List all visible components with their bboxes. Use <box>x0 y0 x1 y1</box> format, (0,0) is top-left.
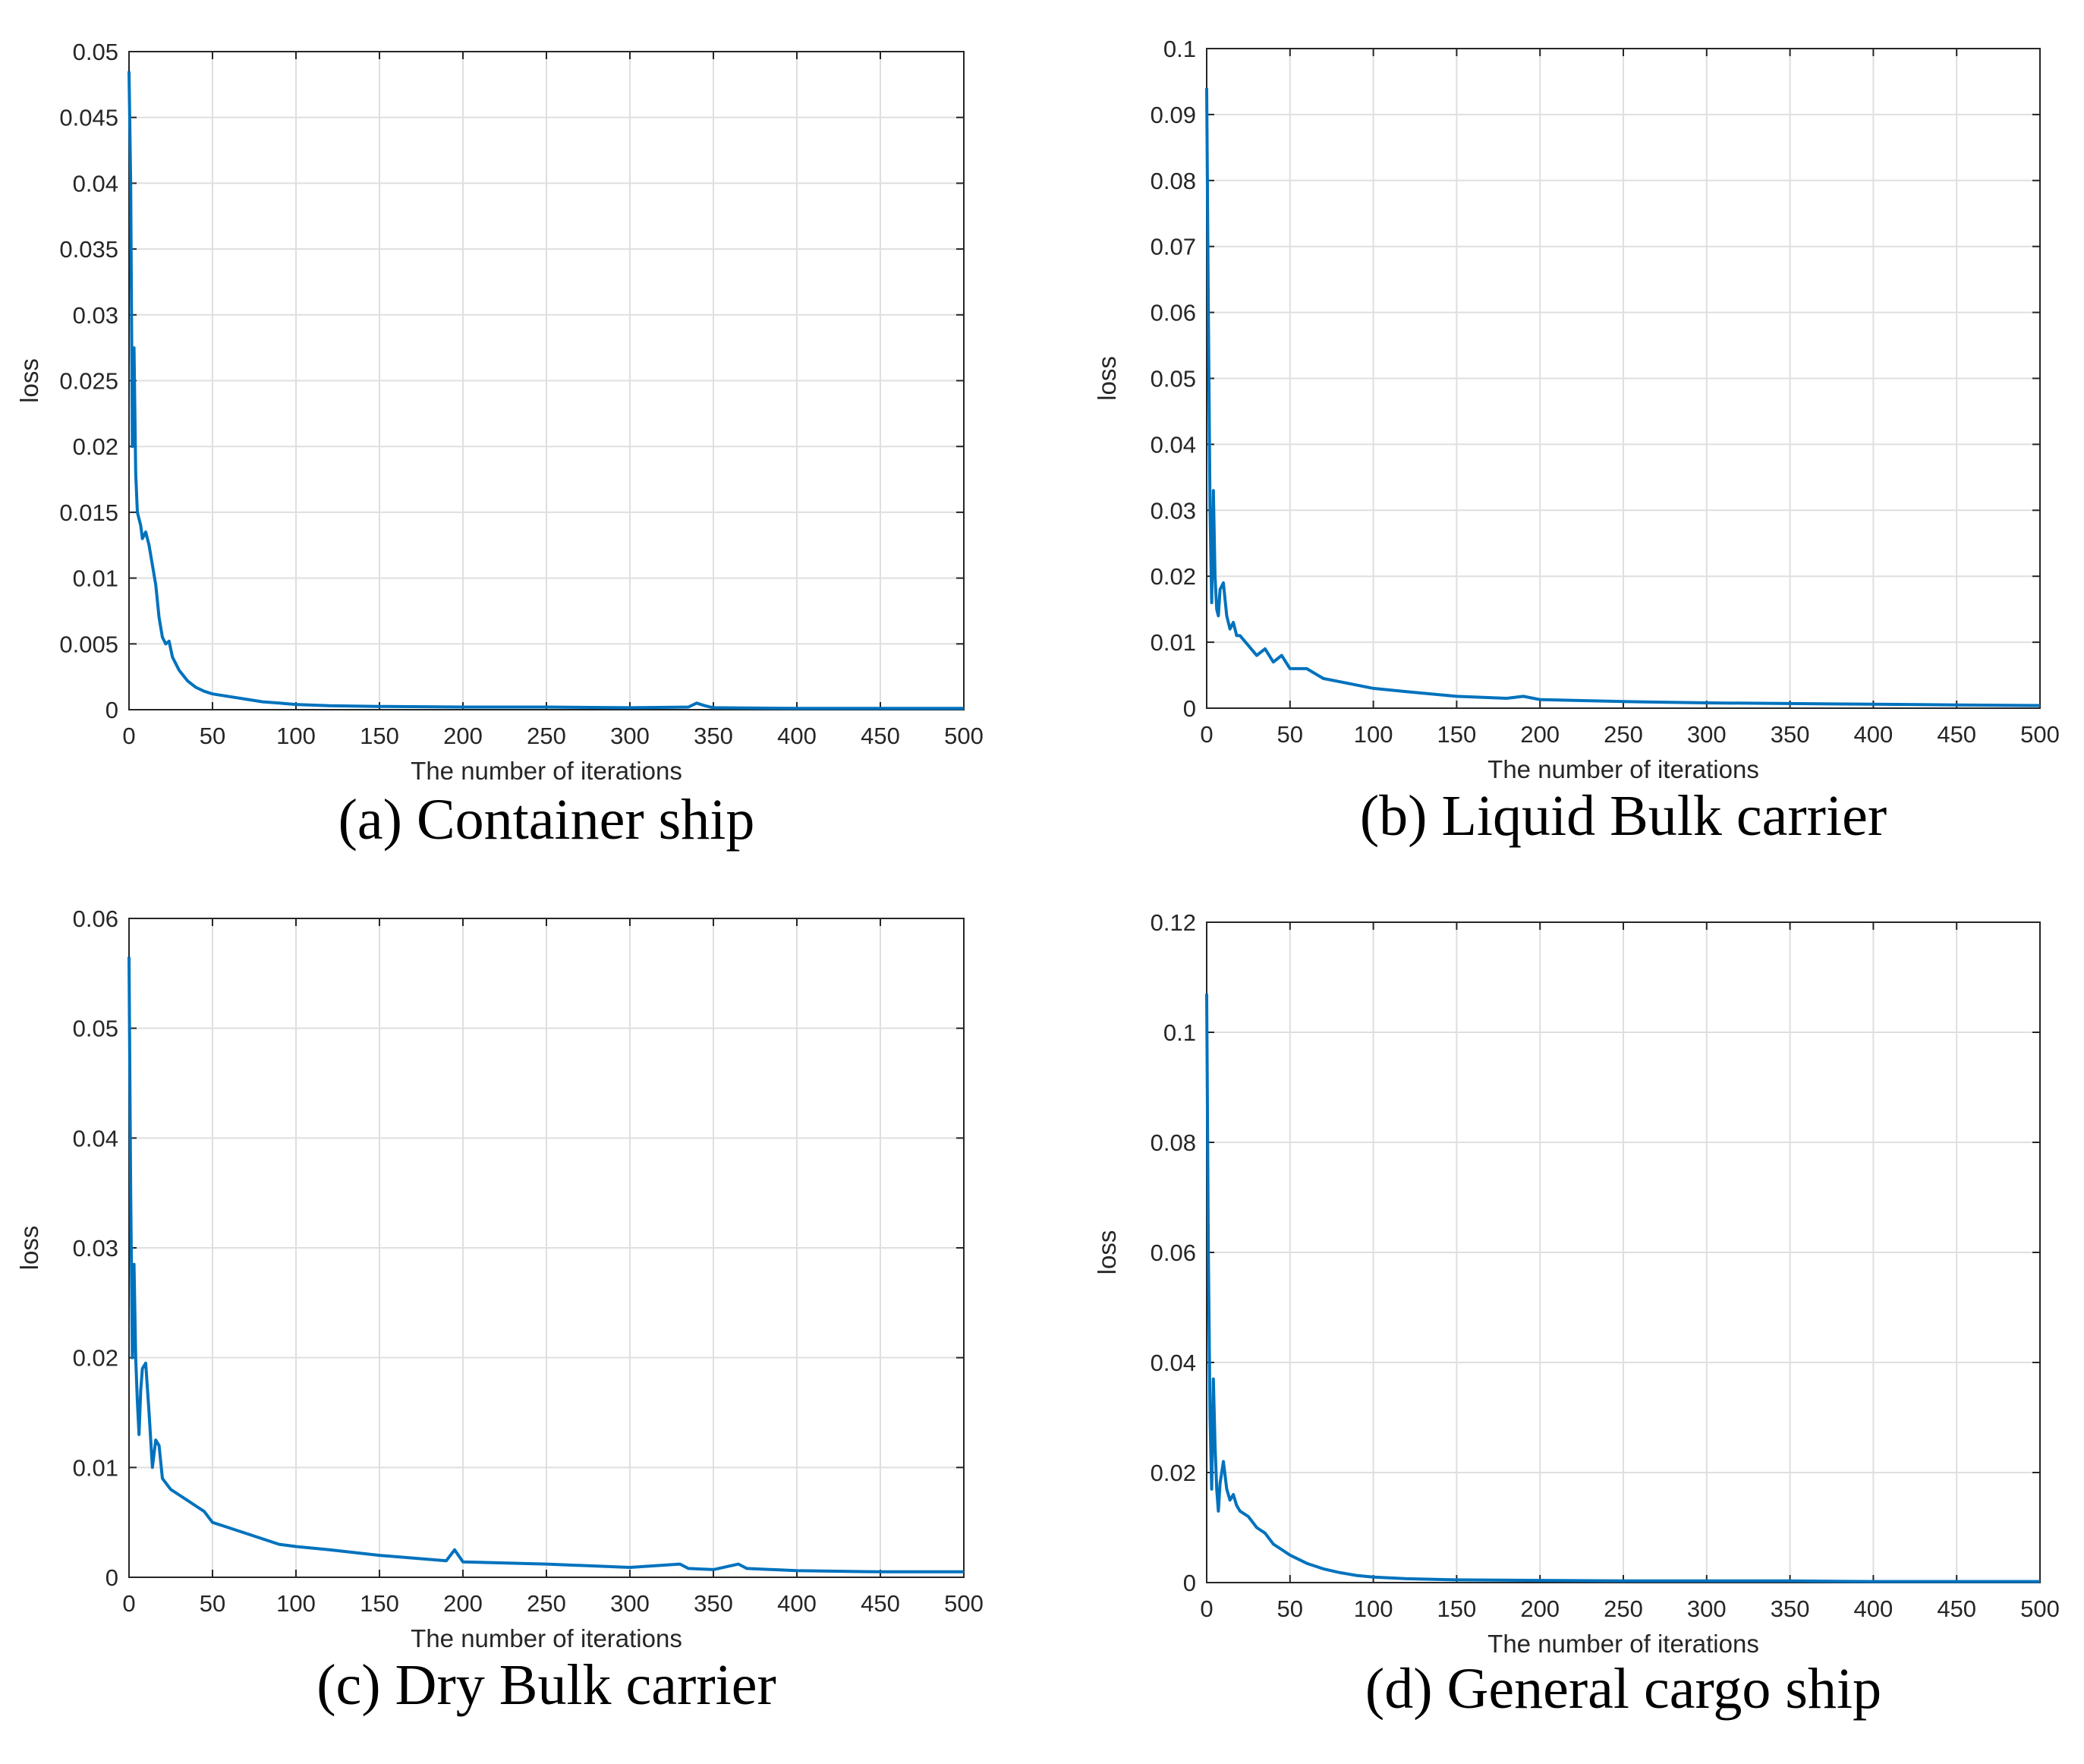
x-tick-label: 0 <box>122 723 135 749</box>
x-tick-label: 250 <box>527 1590 566 1617</box>
x-tick-label: 150 <box>1437 1595 1477 1622</box>
y-tick-label: 0.12 <box>1151 909 1196 936</box>
x-axis-label: The number of iterations <box>411 1624 682 1652</box>
y-tick-label: 0.1 <box>1163 36 1196 62</box>
y-tick-label: 0.01 <box>1151 629 1196 656</box>
x-tick-label: 0 <box>1200 1595 1213 1622</box>
y-axis-label: loss <box>1093 1230 1121 1275</box>
x-tick-label: 0 <box>122 1590 135 1617</box>
y-tick-label: 0.03 <box>73 1235 118 1262</box>
x-tick-label: 100 <box>1354 721 1393 748</box>
y-tick-label: 0.005 <box>59 631 118 657</box>
y-tick-label: 0.09 <box>1151 102 1196 128</box>
y-tick-label: 0.04 <box>1151 1350 1196 1376</box>
panel-caption: (c) Dry Bulk carrier <box>316 1653 776 1717</box>
chart-panel-d: 0 50 100 150 200 250 300 350 400 450 500 0 0.02 0.04 0… <box>1093 909 2060 1721</box>
x-tick-label: 300 <box>1687 721 1727 748</box>
x-tick-label: 200 <box>1520 721 1560 748</box>
y-tick-label: 0.02 <box>73 1345 118 1372</box>
x-tick-label: 50 <box>1277 721 1303 748</box>
x-axis-label: The number of iterations <box>1487 1630 1759 1658</box>
panel-caption: (d) General cargo ship <box>1365 1657 1881 1721</box>
x-tick-label: 100 <box>276 1590 316 1617</box>
y-axis-label: loss <box>15 1226 43 1271</box>
x-tick-label: 400 <box>777 723 817 749</box>
series-line-0 <box>1205 88 2041 707</box>
x-tick-label: 450 <box>1937 1595 1976 1622</box>
x-tick-label: 300 <box>1687 1595 1727 1622</box>
y-axis-label: loss <box>15 358 43 403</box>
y-tick-label: 0.04 <box>1151 431 1196 458</box>
panel-caption: (a) Container ship <box>338 788 755 852</box>
x-tick-label: 200 <box>443 723 483 749</box>
x-tick-label: 400 <box>1854 721 1894 748</box>
y-tick-label: 0 <box>105 697 118 723</box>
y-tick-label: 0.03 <box>73 302 118 329</box>
x-tick-label: 200 <box>1520 1595 1560 1622</box>
y-tick-label: 0 <box>1183 1570 1196 1596</box>
y-tick-label: 0.02 <box>73 433 118 460</box>
x-axis-label: The number of iterations <box>1487 755 1759 783</box>
x-tick-label: 250 <box>1604 721 1643 748</box>
x-tick-label: 250 <box>1604 1595 1643 1622</box>
y-tick-label: 0.05 <box>73 39 118 65</box>
x-tick-label: 350 <box>694 723 733 749</box>
x-tick-label: 350 <box>1771 1595 1810 1622</box>
y-tick-label: 0.06 <box>73 906 118 932</box>
x-tick-label: 100 <box>1354 1595 1393 1622</box>
y-tick-label: 0.045 <box>59 105 118 131</box>
x-tick-label: 400 <box>777 1590 817 1617</box>
x-tick-label: 350 <box>1771 721 1810 748</box>
y-tick-label: 0.06 <box>1151 300 1196 326</box>
x-tick-label: 50 <box>200 1590 225 1617</box>
y-tick-label: 0.04 <box>73 1125 118 1151</box>
y-tick-label: 0.07 <box>1151 234 1196 260</box>
x-tick-label: 500 <box>2020 1595 2060 1622</box>
y-tick-label: 0.05 <box>73 1016 118 1042</box>
panel-caption: (b) Liquid Bulk carrier <box>1360 784 1887 848</box>
y-tick-label: 0.06 <box>1151 1240 1196 1266</box>
x-tick-label: 150 <box>360 1590 399 1617</box>
y-axis-label: loss <box>1093 356 1121 401</box>
y-tick-label: 0.03 <box>1151 497 1196 524</box>
x-tick-label: 450 <box>1937 721 1976 748</box>
y-tick-label: 0.05 <box>1151 366 1196 392</box>
x-tick-label: 300 <box>610 1590 650 1617</box>
x-tick-label: 100 <box>276 723 316 749</box>
x-tick-label: 500 <box>944 1590 984 1617</box>
x-tick-label: 300 <box>610 723 650 749</box>
y-tick-label: 0.035 <box>59 236 118 263</box>
x-tick-label: 500 <box>944 723 984 749</box>
y-tick-label: 0 <box>1183 695 1196 722</box>
y-tick-label: 0 <box>105 1564 118 1591</box>
y-tick-label: 0.08 <box>1151 168 1196 194</box>
x-tick-label: 400 <box>1854 1595 1894 1622</box>
y-tick-label: 0.01 <box>73 565 118 592</box>
y-tick-label: 0.01 <box>73 1454 118 1481</box>
x-tick-label: 150 <box>1437 721 1477 748</box>
x-tick-label: 350 <box>694 1590 733 1617</box>
y-tick-label: 0.02 <box>1151 563 1196 590</box>
x-tick-label: 50 <box>200 723 225 749</box>
y-tick-label: 0.1 <box>1163 1019 1196 1046</box>
x-tick-label: 450 <box>861 1590 900 1617</box>
y-tick-label: 0.08 <box>1151 1129 1196 1156</box>
chart-panel-c: 0 50 100 150 200 250 300 350 400 450 500 0 0.01 0.02 0… <box>15 906 984 1717</box>
x-axis-label: The number of iterations <box>411 757 682 785</box>
x-tick-label: 250 <box>527 723 566 749</box>
x-tick-label: 500 <box>2020 721 2060 748</box>
x-tick-label: 50 <box>1277 1595 1303 1622</box>
y-tick-label: 0.025 <box>59 368 118 395</box>
y-tick-label: 0.015 <box>59 499 118 526</box>
x-tick-label: 0 <box>1200 721 1213 748</box>
chart-panel-a: 0 50 100 150 200 250 300 350 400 450 500 0 0.005 0.01… <box>15 39 984 852</box>
y-tick-label: 0.04 <box>73 170 118 197</box>
y-tick-label: 0.02 <box>1151 1460 1196 1486</box>
x-tick-label: 150 <box>360 723 399 749</box>
x-tick-label: 200 <box>443 1590 483 1617</box>
x-tick-label: 450 <box>861 723 900 749</box>
chart-panel-b: 0 50 100 150 200 250 300 350 400 450 500 0 0.01 0.02 0… <box>1093 36 2060 848</box>
